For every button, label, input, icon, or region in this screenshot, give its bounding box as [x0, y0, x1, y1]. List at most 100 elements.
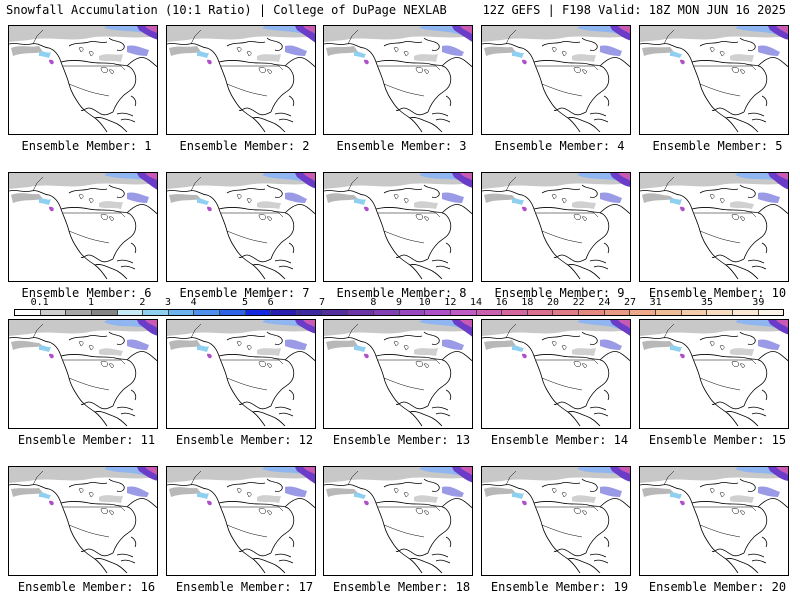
lakes — [236, 341, 272, 369]
north-america-map — [324, 173, 472, 280]
colorbar-tick-label: 2 — [139, 297, 146, 308]
north-america-map — [640, 320, 788, 427]
colorbar-tick-label: 20 — [546, 297, 560, 308]
colorbar-swatch — [553, 310, 580, 315]
lakes — [709, 488, 745, 516]
colorbar-swatch — [579, 310, 605, 315]
member-label: Ensemble Member: 2 — [179, 139, 310, 153]
colorbar-swatch — [245, 310, 272, 315]
colorbar-swatch — [373, 310, 400, 315]
member-label: Ensemble Member: 16 — [17, 580, 156, 594]
member-map — [639, 172, 789, 282]
lakes — [709, 341, 745, 369]
colorbar-tick-label: 8 — [370, 297, 377, 308]
colorbar-swatch — [271, 310, 298, 315]
member-label: Ensemble Member: 5 — [652, 139, 783, 153]
colorbar-swatch — [91, 310, 118, 315]
colorbar-tick-label: 24 — [598, 297, 611, 308]
north-america-map — [9, 467, 157, 574]
colorbar-labels: 0.1 1 2 3 4 5 6 7 8 9 10 12 14 16 18 20 22 24 27 31 35 39 — [14, 297, 784, 309]
colorbar-swatch — [450, 310, 477, 315]
borders — [505, 323, 599, 391]
snow-shading — [9, 173, 157, 212]
borders — [505, 470, 599, 538]
lakes — [551, 341, 587, 369]
member-map — [481, 319, 631, 429]
colorbar-tick-label: 39 — [752, 297, 765, 308]
snow-shading — [9, 320, 157, 359]
member-map — [323, 319, 473, 429]
lakes — [236, 488, 272, 516]
lakes — [78, 194, 114, 222]
borders — [663, 323, 757, 391]
colorbar-swatch — [143, 310, 169, 315]
member-label: Ensemble Member: 14 — [490, 433, 629, 447]
colorbar-swatch — [656, 310, 682, 315]
colorbar-swatch — [220, 310, 246, 315]
member-map — [481, 172, 631, 282]
colorbar-swatch — [681, 310, 708, 315]
snow-shading — [324, 173, 472, 212]
snow-shading — [167, 467, 315, 506]
member-map — [8, 172, 158, 282]
member-label: Ensemble Member: 17 — [175, 580, 314, 594]
colorbar-swatch — [348, 310, 374, 315]
member-map — [166, 172, 316, 282]
borders — [663, 176, 757, 244]
member-label: Ensemble Member: 4 — [494, 139, 625, 153]
borders — [32, 176, 126, 244]
north-america-map — [9, 26, 157, 133]
colorbar-tick-label: 31 — [649, 297, 662, 308]
colorbar-swatch — [732, 310, 759, 315]
member-map — [481, 25, 631, 135]
colorbar-tick-label: 27 — [623, 297, 637, 308]
lakes — [393, 488, 429, 516]
borders — [347, 323, 441, 391]
member-map — [323, 466, 473, 576]
north-america-map — [324, 467, 472, 574]
member-map — [166, 319, 316, 429]
snow-shading — [640, 173, 788, 212]
member-map — [639, 319, 789, 429]
lakes — [709, 194, 745, 222]
colorbar-tick-label: 3 — [164, 297, 172, 308]
snow-shading — [482, 173, 630, 212]
snow-shading — [9, 467, 157, 506]
snow-shading — [167, 173, 315, 212]
colorbar-swatch — [604, 310, 631, 315]
lakes — [551, 194, 587, 222]
colorbar-swatch — [168, 310, 195, 315]
north-america-map — [482, 173, 630, 280]
colorbar-tick-label: 18 — [521, 297, 534, 308]
member-map — [323, 172, 473, 282]
colorbar-tick-label: 6 — [267, 297, 274, 308]
borders — [190, 29, 284, 97]
borders — [663, 29, 757, 97]
lakes — [551, 47, 587, 75]
borders — [32, 323, 126, 391]
north-america-map — [324, 320, 472, 427]
snow-shading — [482, 26, 630, 65]
north-america-map — [640, 467, 788, 574]
colorbar-tick-label: 12 — [444, 297, 457, 308]
member-map — [8, 319, 158, 429]
colorbar-tick-label: 5 — [241, 297, 249, 308]
snow-shading — [167, 320, 315, 359]
member-label: Ensemble Member: 9 — [494, 286, 625, 300]
snow-shading — [482, 467, 630, 506]
colorbar-tick-label: 9 — [395, 297, 403, 308]
colorbar-swatch — [630, 310, 657, 315]
snow-shading — [640, 26, 788, 65]
member-label: Ensemble Member: 20 — [648, 580, 787, 594]
member-label: Ensemble Member: 12 — [175, 433, 314, 447]
north-america-map — [9, 320, 157, 427]
lakes — [393, 47, 429, 75]
borders — [347, 470, 441, 538]
snow-shading — [324, 26, 472, 65]
borders — [505, 29, 599, 97]
colorbar-tick-label: 10 — [418, 297, 431, 308]
borders — [347, 176, 441, 244]
colorbar-tick-label: 1 — [87, 297, 95, 308]
title-right: 12Z GEFS | F198 Valid: 18Z MON JUN 16 20… — [482, 3, 786, 17]
colorbar-tick-label: 22 — [572, 297, 585, 308]
